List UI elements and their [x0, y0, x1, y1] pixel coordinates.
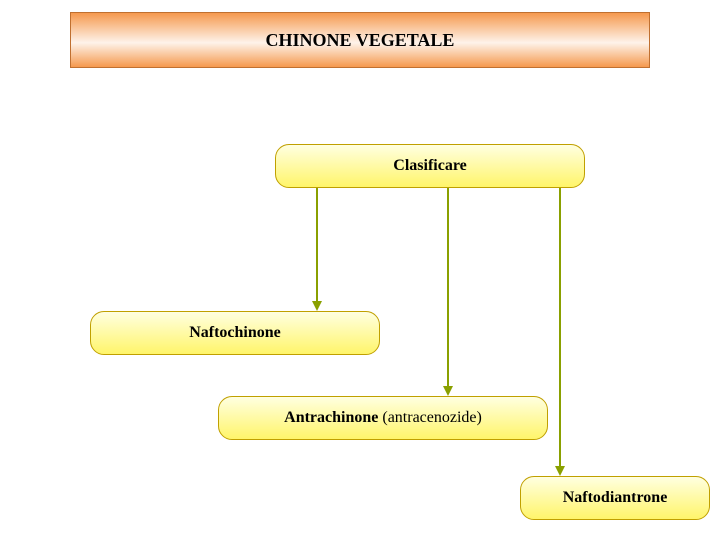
arrow-to-antrachinone	[442, 188, 454, 396]
arrow-shaft	[559, 188, 561, 468]
title-box: CHINONE VEGETALE	[70, 12, 650, 68]
node-label: Naftodiantrone	[563, 489, 668, 507]
slide-canvas: CHINONE VEGETALE Clasificare Naftochinon…	[0, 0, 720, 540]
node-label: Naftochinone	[189, 324, 281, 342]
arrow-head	[555, 466, 565, 476]
arrow-head	[443, 386, 453, 396]
node-label: Antrachinone (antracenozide)	[284, 409, 482, 427]
arrow-shaft	[447, 188, 449, 388]
node-naftochinone: Naftochinone	[90, 311, 380, 355]
node-clasificare: Clasificare	[275, 144, 585, 188]
node-label: Clasificare	[393, 157, 466, 175]
arrow-to-naftodiantrone	[554, 188, 566, 476]
arrow-head	[312, 301, 322, 311]
arrow-to-naftochinone	[311, 188, 323, 311]
node-label-bold: Antrachinone	[284, 409, 378, 426]
arrow-shaft	[316, 188, 318, 303]
title-text: CHINONE VEGETALE	[266, 30, 455, 51]
node-label-suffix: (antracenozide)	[378, 409, 481, 426]
node-naftodiantrone: Naftodiantrone	[520, 476, 710, 520]
node-antrachinone: Antrachinone (antracenozide)	[218, 396, 548, 440]
